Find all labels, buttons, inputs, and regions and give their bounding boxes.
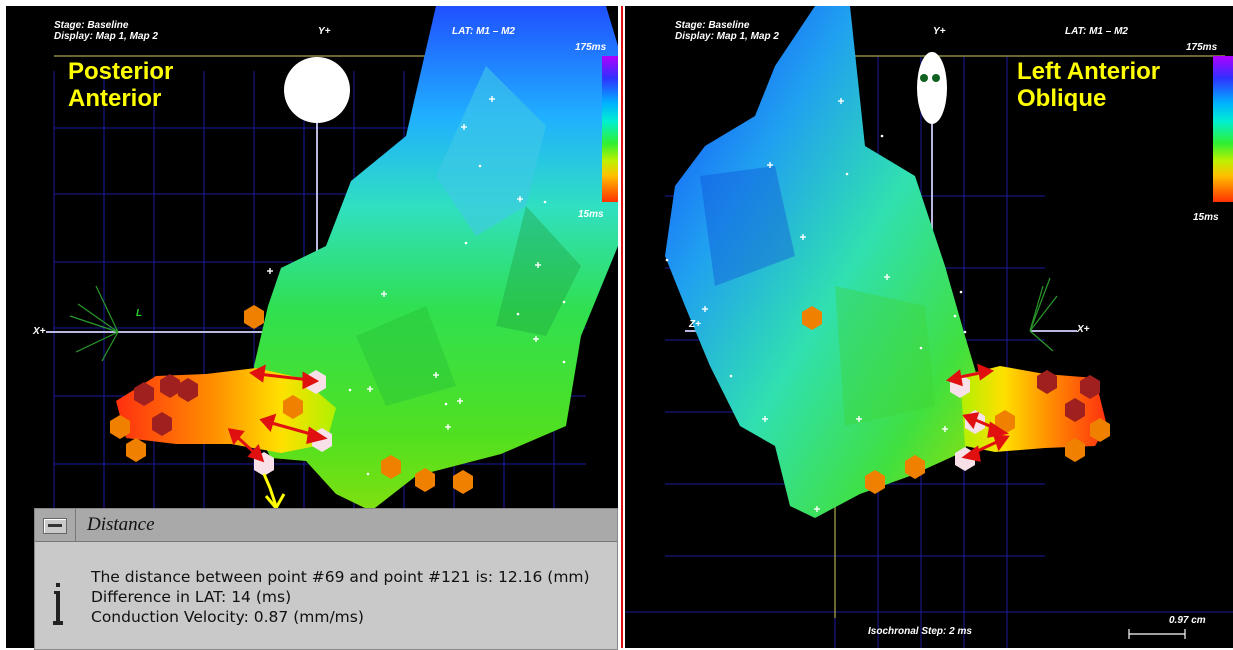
right-map-canvas xyxy=(625,6,1233,648)
info-icon xyxy=(53,583,63,625)
y-axis-label: Y+ xyxy=(933,26,946,37)
head-orientation-marker xyxy=(284,57,350,123)
scale-bar-label: 0.97 cm xyxy=(1169,615,1206,626)
isochronal-step-label: Isochronal Step: 2 ms xyxy=(868,626,972,637)
atrium-surface xyxy=(665,6,980,518)
point-pointer xyxy=(262,473,286,511)
scale-min-label: 15ms xyxy=(1193,212,1219,223)
stage-label: Stage: Baseline xyxy=(675,20,750,31)
view-divider xyxy=(621,6,623,648)
dialog-message: The distance between point #69 and point… xyxy=(91,567,590,627)
right-map-view[interactable]: Stage: Baseline Display: Map 1, Map 2 Y+… xyxy=(625,6,1233,648)
lat-difference-line: Difference in LAT: 14 (ms) xyxy=(91,588,292,606)
lat-label: LAT: M1 – M2 xyxy=(1065,26,1128,37)
display-label: Display: Map 1, Map 2 xyxy=(675,31,779,42)
scale-max-label: 175ms xyxy=(575,42,607,53)
head-orientation-marker xyxy=(917,52,947,124)
x-axis-label: X+ xyxy=(1077,324,1090,335)
left-map-canvas xyxy=(46,6,618,648)
l-axis-label: L xyxy=(136,308,143,319)
distance-line: The distance between point #69 and point… xyxy=(91,568,590,586)
z-axis-label: Z+ xyxy=(689,319,701,330)
dialog-title-bar[interactable]: Distance xyxy=(35,509,617,542)
window-menu-button[interactable] xyxy=(43,518,67,534)
view-label: Posterior Anterior xyxy=(68,58,174,112)
dialog-title: Distance xyxy=(87,514,155,535)
view-label: Left Anterior Oblique xyxy=(1017,58,1161,112)
distance-dialog[interactable]: Distance The distance between point #69 … xyxy=(34,508,618,650)
y-axis-label: Y+ xyxy=(318,26,331,37)
lat-label: LAT: M1 – M2 xyxy=(452,26,515,37)
lat-color-scale xyxy=(602,56,618,202)
lat-color-scale xyxy=(1213,56,1233,202)
distance-scale-bar xyxy=(1128,629,1186,639)
scale-min-label: 15ms xyxy=(578,209,604,220)
conduction-velocity-line: Conduction Velocity: 0.87 (mm/ms) xyxy=(91,608,364,626)
title-separator xyxy=(75,509,76,541)
x-axis-label: X+ xyxy=(33,326,46,337)
stage-label: Stage: Baseline xyxy=(54,20,129,31)
display-label: Display: Map 1, Map 2 xyxy=(54,31,158,42)
scale-max-label: 175ms xyxy=(1186,42,1218,53)
